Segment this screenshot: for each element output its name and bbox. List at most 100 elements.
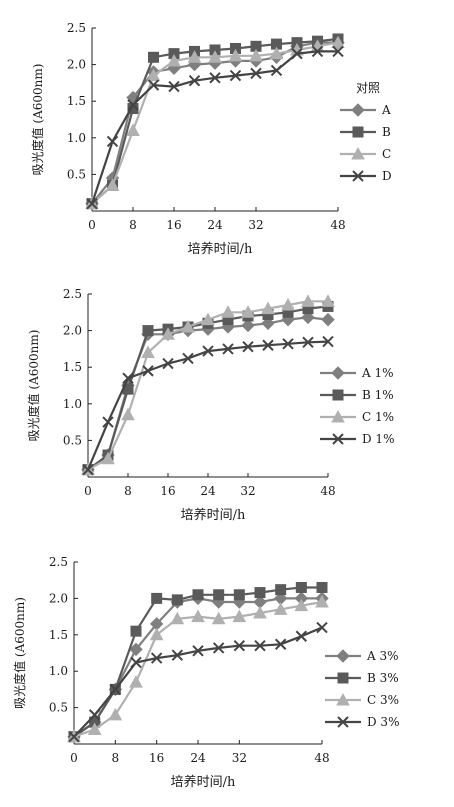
data-point: [261, 301, 275, 315]
x-tick-label: 16: [160, 484, 175, 498]
y-axis-label: 吸光度值 (A600nm): [26, 330, 41, 442]
data-point: [282, 338, 294, 350]
legend-item: D: [340, 169, 392, 183]
data-point: [147, 79, 160, 91]
data-point: [301, 310, 315, 325]
legend-label: B 3%: [367, 671, 399, 685]
data-point: [129, 675, 143, 688]
legend-item: D 3%: [325, 715, 399, 729]
data-point: [142, 325, 154, 337]
y-tick-label: 1.0: [49, 664, 68, 678]
data-point: [101, 451, 115, 465]
data-point: [315, 594, 329, 608]
legend-marker: [337, 672, 349, 684]
legend-label: D 3%: [367, 715, 399, 729]
data-point: [161, 327, 175, 340]
x-tick-label: 0: [84, 484, 92, 498]
data-point: [171, 594, 183, 606]
y-tick-label: 1.5: [67, 94, 86, 108]
data-point: [274, 638, 287, 650]
legend-marker: [337, 716, 349, 728]
data-point: [170, 611, 185, 625]
x-tick-label: 8: [112, 751, 120, 765]
legend-marker: [351, 103, 365, 117]
x-tick-label: 32: [240, 484, 255, 498]
data-point: [122, 372, 134, 384]
data-point: [108, 707, 123, 721]
data-point: [331, 35, 345, 49]
data-point: [233, 589, 245, 601]
data-point: [211, 611, 226, 625]
data-point: [151, 592, 163, 604]
legend-item: C 3%: [325, 692, 399, 707]
data-point: [261, 316, 275, 330]
data-point: [311, 45, 324, 58]
data-point: [141, 345, 155, 359]
data-point: [187, 50, 202, 63]
data-point: [182, 352, 194, 365]
data-point: [316, 581, 328, 593]
legend-item: B 1%: [320, 388, 394, 402]
data-point: [209, 72, 221, 84]
legend-item: A 3%: [325, 649, 399, 663]
legend-marker: [331, 366, 345, 380]
y-axis-label: 吸光度值 (A600nm): [12, 597, 27, 709]
x-tick-label: 24: [207, 218, 223, 232]
data-point: [254, 587, 266, 599]
x-tick-label: 32: [248, 218, 263, 232]
x-axis-label: 培养时间/h: [171, 774, 236, 790]
data-point: [250, 67, 262, 80]
y-tick-label: 2.0: [67, 58, 86, 72]
data-point: [142, 365, 154, 377]
data-point: [241, 318, 255, 333]
y-axis-label: 吸光度值 (A600nm): [30, 64, 45, 176]
legend-label: A 3%: [366, 649, 399, 663]
data-point: [249, 48, 263, 62]
data-point: [130, 625, 142, 637]
data-point: [222, 343, 234, 355]
data-point: [109, 683, 122, 696]
x-tick-label: 0: [88, 218, 96, 232]
legend-marker: [351, 146, 365, 160]
y-tick-label: 2.5: [67, 21, 86, 35]
data-point: [321, 312, 335, 327]
data-point: [241, 305, 255, 318]
data-point: [269, 46, 284, 60]
legend-marker: [352, 170, 364, 182]
data-point: [242, 340, 254, 353]
x-tick-label: 8: [129, 218, 137, 232]
legend-marker: [331, 409, 345, 423]
y-tick-label: 1.0: [63, 397, 82, 411]
data-point: [208, 50, 222, 63]
legend-label: D 1%: [362, 432, 394, 446]
data-point: [291, 47, 303, 60]
data-point: [146, 68, 161, 82]
data-point: [254, 640, 266, 652]
data-point: [212, 642, 225, 654]
legend-label: C 3%: [367, 693, 399, 707]
legend-label: A 1%: [361, 366, 394, 380]
data-point: [229, 69, 242, 82]
legend-title: 对照: [356, 81, 380, 95]
legend-label: B 1%: [362, 388, 394, 402]
data-point: [188, 74, 201, 87]
data-point: [295, 630, 308, 642]
y-tick-label: 0.5: [63, 433, 82, 447]
data-point: [294, 598, 309, 612]
data-point: [233, 640, 246, 652]
x-tick-label: 24: [190, 751, 206, 765]
data-point: [192, 645, 204, 657]
data-point: [275, 584, 287, 596]
legend-item: A: [340, 103, 391, 117]
x-tick-label: 48: [320, 484, 335, 498]
legend-label: C: [382, 147, 391, 161]
x-tick-label: 48: [314, 751, 329, 765]
data-point: [321, 294, 335, 307]
data-point: [87, 722, 102, 735]
data-point: [273, 602, 288, 615]
y-tick-label: 0.5: [67, 167, 86, 181]
legend-marker: [336, 649, 350, 663]
x-axis-label: 培养时间/h: [181, 507, 246, 523]
data-point: [221, 305, 235, 318]
